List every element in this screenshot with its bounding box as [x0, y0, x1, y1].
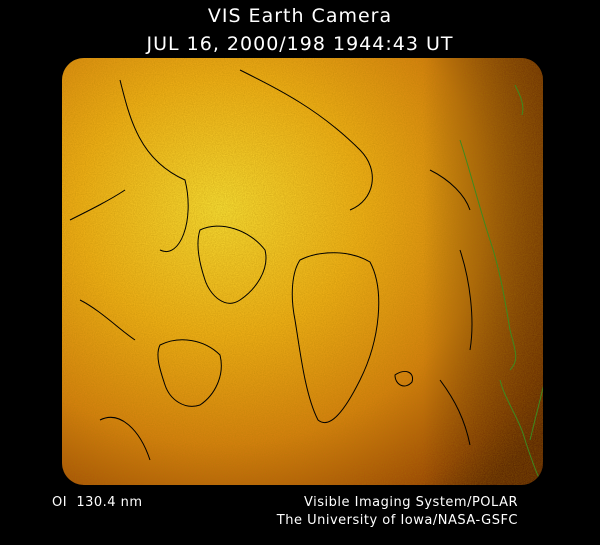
instrument: Visible Imaging System/POLAR	[304, 495, 518, 510]
credit: The University of Iowa/NASA-GSFC	[276, 513, 518, 528]
timestamp: JUL 16, 2000/198 1944:43 UT	[146, 33, 454, 55]
wavelength: OI 130.4 nm	[52, 495, 143, 510]
title: VIS Earth Camera	[207, 5, 393, 27]
